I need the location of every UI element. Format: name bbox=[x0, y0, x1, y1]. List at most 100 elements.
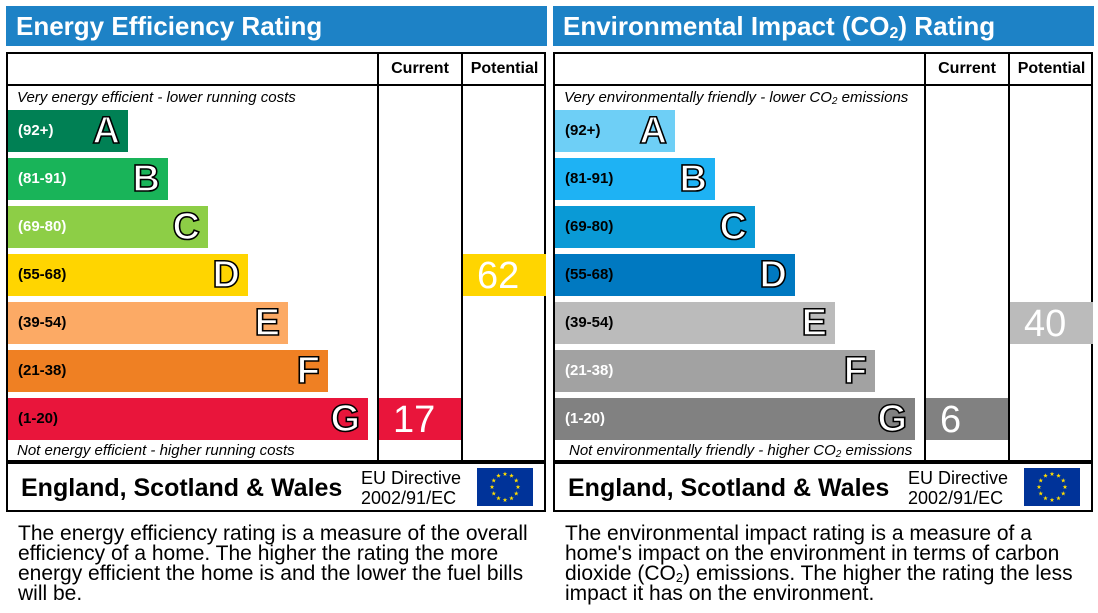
star-icon bbox=[1049, 497, 1055, 502]
description: The environmental impact rating is a mea… bbox=[565, 522, 1085, 605]
bottom-note: Not energy efficient - higher running co… bbox=[17, 442, 295, 459]
band-range-label: (81-91) bbox=[18, 170, 67, 187]
divider bbox=[924, 54, 926, 460]
star-icon bbox=[1056, 495, 1061, 501]
band-g: (1-20) G bbox=[8, 397, 368, 441]
band-letter: D bbox=[212, 253, 241, 297]
divider bbox=[461, 54, 463, 460]
bottom-note: Not environmentally friendly - higher CO… bbox=[569, 442, 913, 460]
environmental-impact-panel: Environmental Impact (CO2) Rating Curren… bbox=[553, 6, 1094, 609]
band-letter: A bbox=[639, 109, 668, 153]
band-range-label: (92+) bbox=[18, 122, 54, 139]
band-letter: E bbox=[801, 301, 828, 345]
band-range-label: (55-68) bbox=[565, 266, 614, 283]
band-letter: B bbox=[679, 157, 708, 201]
star-icon bbox=[509, 473, 514, 478]
band-range-label: (55-68) bbox=[18, 266, 67, 283]
band-range-label: (1-20) bbox=[565, 410, 606, 427]
energy-efficiency-panel: Energy Efficiency Rating Current Potenti… bbox=[6, 6, 547, 609]
star-icon bbox=[1060, 478, 1066, 483]
band-c: (69-80) C bbox=[555, 205, 755, 249]
band-range-label: (92+) bbox=[565, 122, 601, 139]
chart-title: Energy Efficiency Rating bbox=[6, 6, 547, 46]
star-icon bbox=[496, 495, 501, 501]
country-label: England, Scotland & Wales bbox=[568, 474, 890, 502]
band-letter: F bbox=[296, 349, 321, 393]
band-d: (55-68) D bbox=[8, 253, 248, 297]
star-icon bbox=[496, 473, 501, 478]
star-icon bbox=[1036, 484, 1042, 489]
band-e: (39-54) E bbox=[8, 301, 288, 345]
star-icon bbox=[509, 495, 514, 501]
band-range-label: (69-80) bbox=[565, 218, 614, 235]
band-a: (92+) A bbox=[555, 109, 675, 153]
title-text: Environmental Impact (CO bbox=[563, 11, 890, 41]
eu-directive: EU Directive 2002/91/EC bbox=[908, 468, 1008, 508]
band-letter: D bbox=[759, 253, 788, 297]
note-text: Not environmentally friendly - higher CO bbox=[569, 442, 836, 459]
rating-chart: Current Potential Very environmentally f… bbox=[553, 52, 1093, 462]
score-potential: 40 bbox=[1010, 302, 1093, 345]
description-text: ) emissions. The higher the rating the l… bbox=[565, 562, 1073, 605]
band-range-label: (39-54) bbox=[18, 314, 67, 331]
band-a: (92+) A bbox=[8, 109, 128, 153]
star-icon bbox=[502, 497, 508, 502]
star-icon bbox=[1060, 491, 1066, 496]
band-e: (39-54) E bbox=[555, 301, 835, 345]
note-text: emissions bbox=[841, 442, 913, 459]
country-label: England, Scotland & Wales bbox=[21, 474, 343, 502]
divider bbox=[8, 84, 544, 86]
band-letter: C bbox=[172, 205, 201, 249]
band-range-label: (21-38) bbox=[565, 362, 614, 379]
band-f: (21-38) F bbox=[555, 349, 875, 393]
note-text: emissions bbox=[837, 89, 909, 106]
star-icon bbox=[1038, 478, 1044, 483]
band-range-label: (21-38) bbox=[18, 362, 67, 379]
band-c: (69-80) C bbox=[8, 205, 208, 249]
column-header-current: Current bbox=[391, 60, 449, 77]
star-icon bbox=[513, 478, 519, 483]
star-icon bbox=[1049, 471, 1055, 476]
star-icon bbox=[1056, 473, 1061, 478]
band-d: (55-68) D bbox=[555, 253, 795, 297]
star-icon bbox=[1062, 484, 1068, 489]
score-potential: 62 bbox=[463, 254, 546, 297]
band-b: (81-91) B bbox=[8, 157, 168, 201]
note-subscript: 2 bbox=[831, 96, 838, 107]
star-icon bbox=[502, 471, 508, 476]
column-header-potential: Potential bbox=[1017, 60, 1086, 77]
star-icon bbox=[1043, 495, 1048, 501]
column-header-potential: Potential bbox=[470, 60, 539, 77]
directive-line: EU Directive bbox=[361, 468, 462, 488]
star-icon bbox=[513, 491, 519, 496]
chart-title: Environmental Impact (CO2) Rating bbox=[553, 6, 1094, 46]
score-current: 17 bbox=[379, 398, 461, 441]
eu-flag-icon bbox=[477, 468, 533, 506]
note-text: Very environmentally friendly - lower CO bbox=[564, 89, 832, 106]
band-letter: A bbox=[92, 109, 121, 153]
description-text: The environmental impact rating is a mea… bbox=[565, 522, 1060, 585]
band-range-label: (69-80) bbox=[18, 218, 67, 235]
band-g: (1-20) G bbox=[555, 397, 915, 441]
footer: England, Scotland & Wales EU Directive 2… bbox=[553, 462, 1093, 512]
score-current: 6 bbox=[926, 398, 1008, 441]
star-icon bbox=[489, 484, 495, 489]
star-icon bbox=[491, 478, 497, 483]
eu-directive: EU Directive 2002/91/EC bbox=[361, 468, 461, 508]
rating-chart: Current Potential Very energy efficient … bbox=[6, 52, 546, 462]
description-subscript: 2 bbox=[675, 570, 684, 585]
eu-flag-icon bbox=[1024, 468, 1080, 506]
divider bbox=[377, 54, 379, 460]
star-icon bbox=[1043, 473, 1048, 478]
top-note: Very environmentally friendly - lower CO… bbox=[564, 89, 909, 107]
band-letter: G bbox=[877, 397, 908, 441]
directive-line: 2002/91/EC bbox=[908, 488, 1004, 508]
footer: England, Scotland & Wales EU Directive 2… bbox=[6, 462, 546, 512]
band-letter: B bbox=[132, 157, 161, 201]
band-range-label: (1-20) bbox=[18, 410, 59, 427]
directive-line: EU Directive bbox=[908, 468, 1009, 488]
band-range-label: (81-91) bbox=[565, 170, 614, 187]
divider bbox=[1008, 54, 1010, 460]
star-icon bbox=[491, 491, 497, 496]
description: The energy efficiency rating is a measur… bbox=[18, 522, 528, 605]
